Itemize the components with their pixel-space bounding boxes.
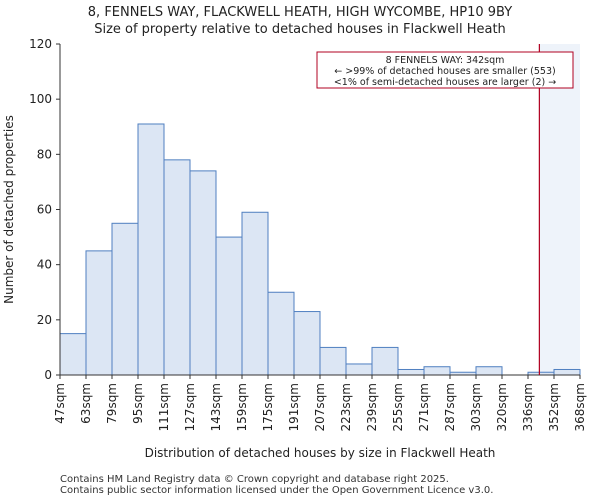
bar-95sqm: [137, 123, 165, 376]
x-tick-label: 191sqm: [287, 383, 301, 431]
x-tick-label: 127sqm: [183, 383, 197, 431]
annotation-box: [316, 51, 574, 89]
x-tick-label: 79sqm: [105, 383, 119, 424]
x-tick-label: 271sqm: [417, 383, 431, 431]
bar-223sqm: [345, 363, 373, 376]
x-tick-label: 223sqm: [339, 383, 353, 431]
y-tick-label: 80: [37, 147, 52, 161]
bar-143sqm: [215, 236, 243, 376]
x-tick-label: 303sqm: [469, 383, 483, 431]
x-tick-label: 239sqm: [365, 383, 379, 431]
y-axis-title: Number of detached properties: [2, 115, 16, 304]
bar-111sqm: [163, 159, 191, 376]
x-tick-label: 175sqm: [261, 383, 275, 431]
bar-352sqm: [553, 368, 581, 376]
footer-licence: Contains public sector information licen…: [60, 485, 494, 496]
bar-175sqm: [267, 291, 295, 376]
bar-207sqm: [319, 346, 347, 376]
bar-47sqm: [59, 333, 87, 376]
chart-subtitle: Size of property relative to detached ho…: [94, 22, 506, 37]
x-tick-label: 287sqm: [443, 383, 457, 431]
annotation-smaller: ← >99% of detached houses are smaller (5…: [334, 66, 555, 77]
annotation-larger: <1% of semi-detached houses are larger (…: [334, 77, 556, 88]
x-tick-label: 255sqm: [391, 383, 405, 431]
x-tick-label: 95sqm: [131, 383, 145, 424]
x-tick-label: 63sqm: [79, 383, 93, 424]
chart-title: 8, FENNELS WAY, FLACKWELL HEATH, HIGH WY…: [87, 5, 513, 20]
bar-127sqm: [189, 170, 217, 376]
x-axis-title: Distribution of detached houses by size …: [145, 446, 496, 460]
x-tick-label: 47sqm: [53, 383, 67, 424]
x-tick-label: 111sqm: [157, 383, 171, 431]
x-tick-label: 368sqm: [573, 383, 587, 431]
footer-copyright: Contains HM Land Registry data © Crown c…: [60, 474, 449, 485]
bar-271sqm: [423, 366, 451, 376]
x-tick-label: 320sqm: [495, 383, 509, 431]
y-tick-label: 120: [29, 37, 52, 51]
y-tick-label: 100: [29, 92, 52, 106]
x-tick-label: 352sqm: [547, 383, 561, 431]
y-tick-label: 60: [37, 203, 52, 217]
annotation-title: 8 FENNELS WAY: 342sqm: [386, 55, 505, 66]
y-tick-label: 20: [37, 313, 52, 327]
bar-303sqm: [475, 366, 503, 376]
y-tick-label: 40: [37, 258, 52, 272]
x-tick-label: 207sqm: [313, 383, 327, 431]
bar-191sqm: [293, 311, 321, 376]
x-tick-label: 159sqm: [235, 383, 249, 431]
bar-239sqm: [371, 346, 399, 376]
larger-region-shade: [539, 44, 580, 375]
bar-255sqm: [397, 368, 425, 376]
bar-63sqm: [85, 250, 113, 376]
y-tick-label: 0: [44, 368, 52, 382]
bar-79sqm: [111, 222, 139, 376]
x-tick-label: 143sqm: [209, 383, 223, 431]
x-tick-label: 336sqm: [521, 383, 535, 431]
bar-159sqm: [241, 211, 269, 376]
